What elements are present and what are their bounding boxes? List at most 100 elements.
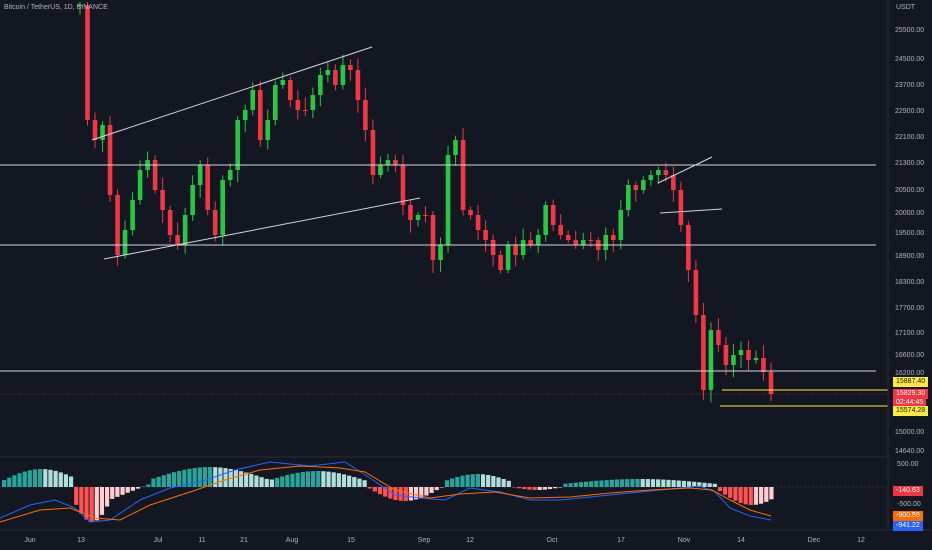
candle-body <box>340 65 346 85</box>
histogram-bar <box>377 487 383 495</box>
price-tick: 22900.00 <box>895 108 925 115</box>
histogram-bar <box>403 487 408 501</box>
histogram-bar <box>22 471 27 487</box>
histogram-bar <box>547 487 553 490</box>
histogram-bar <box>285 475 290 487</box>
time-tick: 14 <box>737 537 745 544</box>
candle-body <box>355 70 361 100</box>
histogram-bar <box>238 471 244 487</box>
candle-body <box>92 120 98 140</box>
candle-body <box>490 240 496 255</box>
histogram-bar <box>583 481 589 487</box>
candle-body <box>325 70 331 75</box>
histogram-bar <box>300 471 305 487</box>
histogram-bar <box>27 470 32 487</box>
time-tick: 12 <box>857 537 865 544</box>
histogram-bar <box>7 477 12 487</box>
histogram-bar <box>341 474 347 487</box>
histogram-bar <box>532 487 537 490</box>
time-tick: Jul <box>153 537 163 544</box>
histogram-bar <box>38 469 43 487</box>
macd-value-tag: -941.22 <box>893 521 923 531</box>
histogram-bar <box>48 469 53 487</box>
histogram-bar <box>171 472 177 487</box>
histogram-bar <box>614 479 620 487</box>
candle-body <box>288 80 293 100</box>
candle-body <box>656 170 661 175</box>
candle-body <box>250 90 256 110</box>
histogram-bar <box>336 473 341 487</box>
candle-body <box>625 185 631 210</box>
histogram-bar <box>110 487 115 499</box>
histogram-bar <box>259 477 264 487</box>
last-price-tag: 15829.30 <box>893 389 929 399</box>
histogram-bar <box>511 487 517 488</box>
candle-body <box>115 195 120 255</box>
histogram-bar <box>537 487 542 490</box>
histogram-bar <box>640 479 645 487</box>
candle-body <box>641 180 646 190</box>
candle-body <box>265 120 271 140</box>
candle-body <box>558 225 563 235</box>
histogram-bar <box>748 487 753 505</box>
histogram-bar <box>141 486 146 488</box>
candle-body <box>543 205 548 235</box>
candle-body <box>603 235 609 250</box>
candle-body <box>671 175 676 190</box>
candle-body <box>408 205 413 220</box>
candle-body <box>483 230 488 240</box>
symbol-title[interactable]: Bitcoin / TetherUS, 1D, BINANCE <box>4 4 108 11</box>
candle-body <box>580 240 586 245</box>
price-tick: 19500.00 <box>895 230 925 237</box>
histogram-bar <box>43 469 48 487</box>
histogram-bar <box>419 487 424 498</box>
histogram-bar <box>197 467 202 487</box>
histogram-bar <box>697 482 702 487</box>
candle-body <box>363 100 368 130</box>
histogram-bar <box>295 472 300 487</box>
histogram-value-tag: -140.63 <box>893 486 923 496</box>
histogram-bar <box>707 483 712 487</box>
histogram-bar <box>702 482 707 487</box>
histogram-bar <box>151 478 156 487</box>
histogram-bar <box>671 480 676 487</box>
price-tick: 24500.00 <box>895 56 925 63</box>
histogram-bar <box>372 487 377 492</box>
histogram-bar <box>666 479 671 487</box>
histogram-bar <box>89 487 94 522</box>
histogram-bar <box>568 483 573 487</box>
histogram-bar <box>573 482 578 487</box>
candle-body <box>678 190 684 225</box>
countdown-tag: 02:44:45 <box>893 398 927 408</box>
histogram-bar <box>434 487 439 491</box>
histogram-bar <box>53 470 58 487</box>
candle-body <box>212 210 218 235</box>
candle-body <box>475 215 481 230</box>
price-tick: 14640.00 <box>895 448 925 455</box>
histogram-bar <box>501 479 506 487</box>
candle-body <box>423 215 428 216</box>
price-tick: 20500.00 <box>895 187 925 194</box>
candle-body <box>738 350 744 355</box>
candle-body <box>753 358 759 360</box>
candle-body <box>663 170 669 175</box>
histogram-bar <box>599 480 604 487</box>
time-tick: 11 <box>198 537 206 544</box>
histogram-bar <box>99 487 105 515</box>
histogram-bar <box>135 487 141 489</box>
histogram-bar <box>74 487 79 505</box>
histogram-bar <box>233 469 238 487</box>
candle-body <box>731 355 736 365</box>
histogram-bar <box>439 487 444 488</box>
candle-body <box>498 255 503 270</box>
histogram-bar <box>249 473 254 487</box>
histogram-bar <box>429 487 434 493</box>
price-tick: 21300.00 <box>895 160 925 167</box>
histogram-bar <box>223 468 228 487</box>
candle-body <box>460 140 466 210</box>
histogram-bar <box>192 467 197 487</box>
price-tick: 25500.00 <box>895 27 925 34</box>
histogram-bar <box>553 487 558 489</box>
